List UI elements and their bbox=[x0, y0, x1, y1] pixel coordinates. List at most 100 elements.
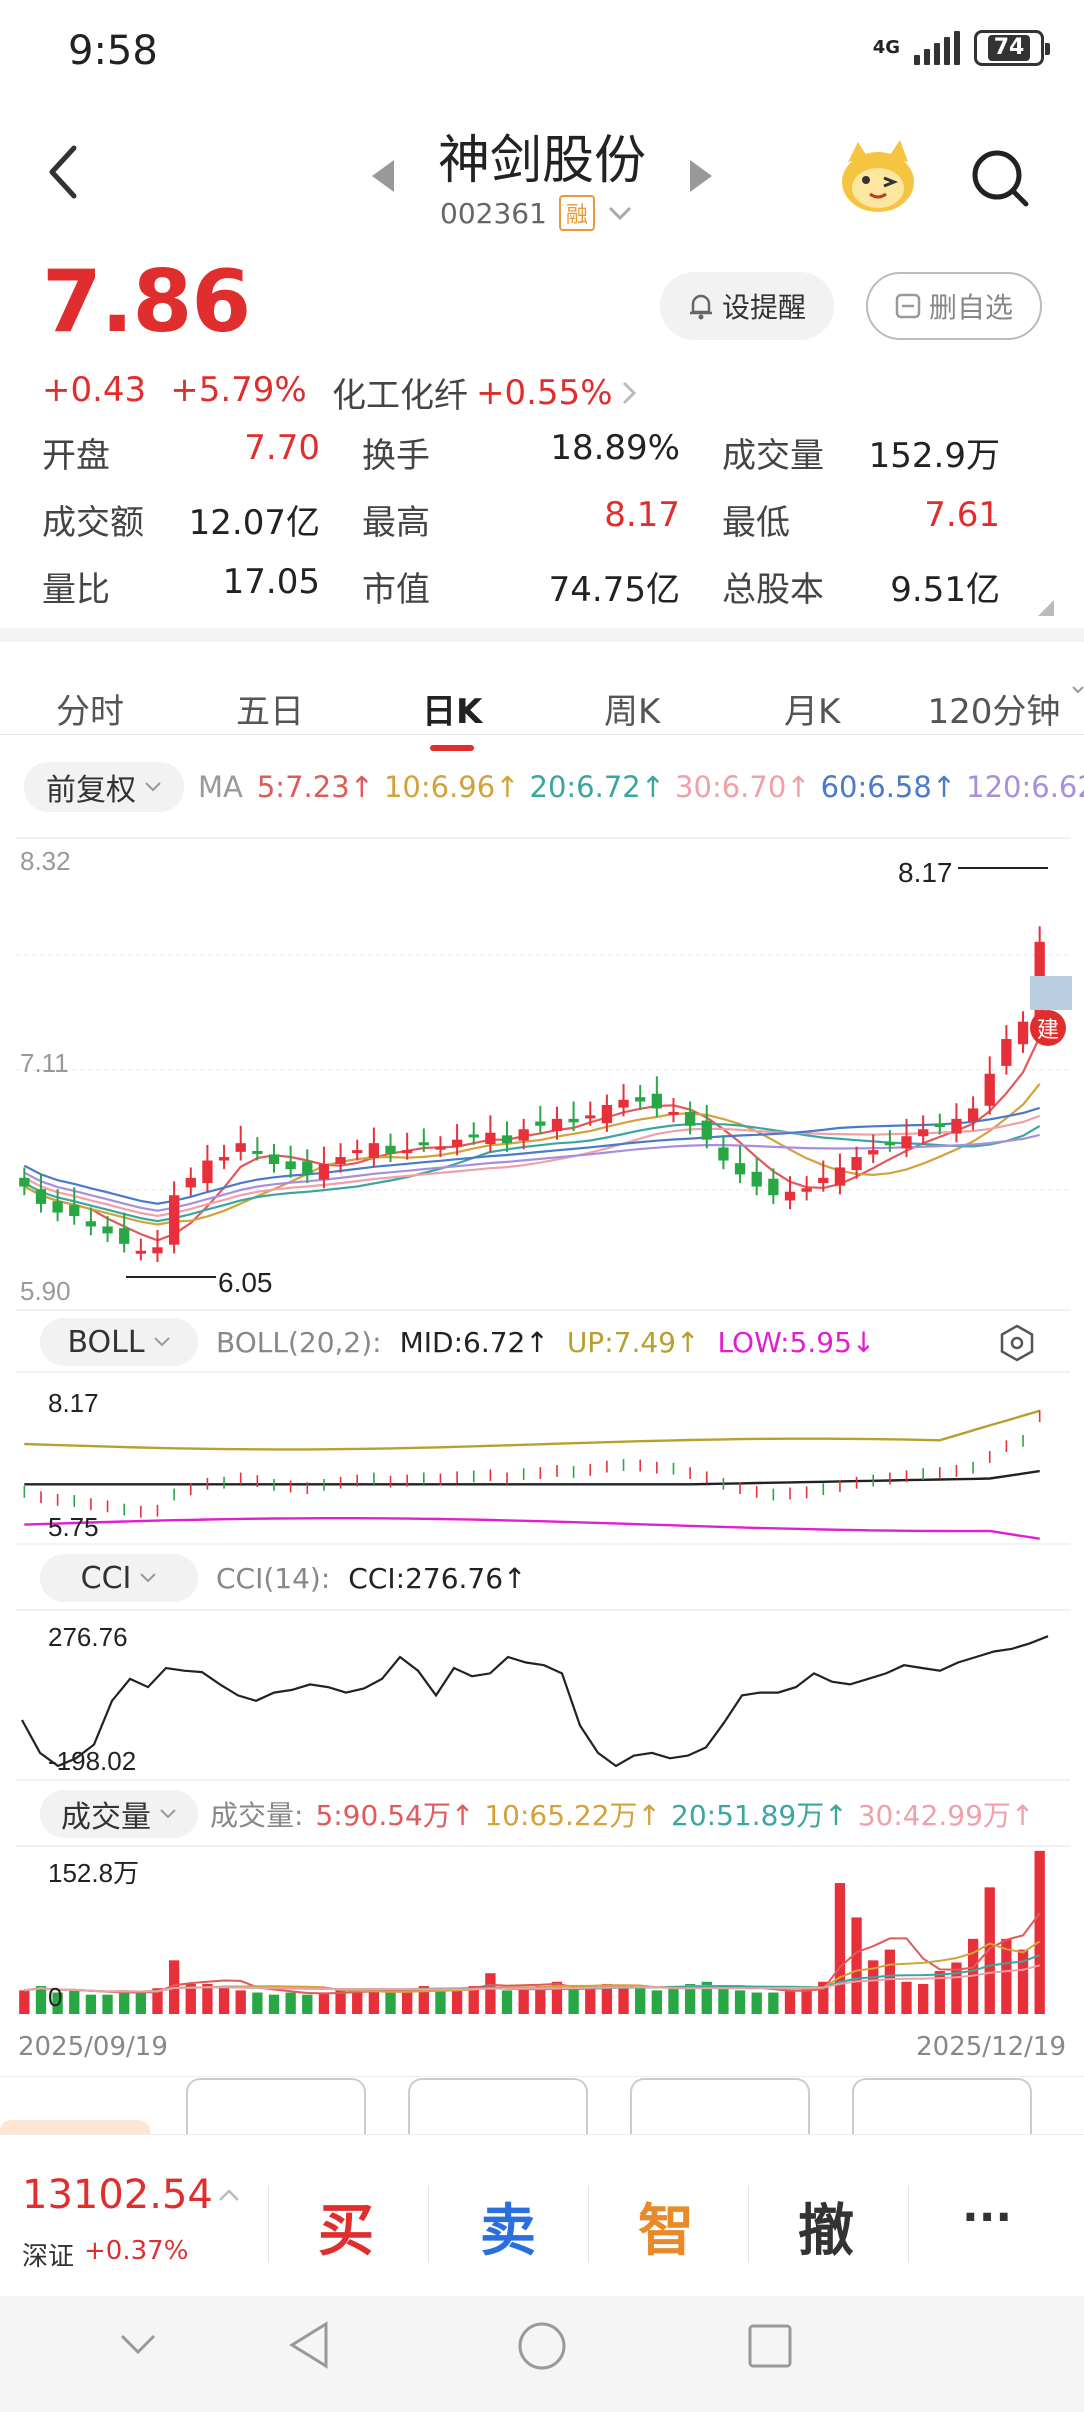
prev-stock-icon[interactable] bbox=[372, 160, 394, 192]
index-percent: +0.37% bbox=[84, 2236, 189, 2266]
bell-icon bbox=[689, 294, 712, 320]
price-axis-low: 5.90 bbox=[20, 1276, 71, 1306]
kline-chart-area[interactable]: 8.32 7.11 5.90 8.17 6.05 建 8.17 5.75 276.76 -198.… bbox=[0, 0, 1084, 2078]
minus-box-icon bbox=[895, 293, 921, 319]
strip-tab-2[interactable] bbox=[408, 2078, 588, 2136]
tab-1[interactable]: 五日 bbox=[236, 692, 304, 732]
ma-line bbox=[23, 1083, 1041, 1226]
tab-2[interactable]: 日K bbox=[422, 684, 482, 751]
volume-bar bbox=[618, 1988, 629, 2014]
divider bbox=[748, 2186, 749, 2262]
volume-bar bbox=[518, 1988, 529, 2014]
boll-selector-label: BOLL bbox=[67, 1324, 145, 1360]
volume-bar bbox=[402, 1990, 413, 2014]
nav-home-icon[interactable] bbox=[516, 2320, 568, 2372]
volume-bar bbox=[851, 1917, 862, 2014]
candle-body bbox=[984, 1073, 995, 1106]
candle-body bbox=[202, 1160, 213, 1184]
sell-button[interactable]: 卖 bbox=[480, 2199, 536, 2264]
stat-value: 74.75亿 bbox=[548, 570, 680, 610]
stat-item: 开盘 7.70 bbox=[42, 428, 362, 477]
settings-hexagon-icon[interactable] bbox=[998, 1324, 1036, 1362]
chevron-down-icon bbox=[153, 1337, 170, 1347]
ma-value: 20:6.72↑ bbox=[529, 770, 666, 804]
volume-selector[interactable]: 成交量 bbox=[40, 1790, 198, 1838]
candle-body bbox=[1001, 1039, 1012, 1066]
candle-body bbox=[818, 1177, 829, 1184]
candle-body bbox=[618, 1099, 629, 1108]
strip-tab-3[interactable] bbox=[630, 2078, 810, 2136]
cancel-order-button[interactable]: 撤 bbox=[798, 2199, 854, 2264]
ma-value: 120:6.62↑ bbox=[966, 770, 1084, 804]
more-button[interactable]: ··· bbox=[962, 2192, 1013, 2243]
smart-button[interactable]: 智 bbox=[638, 2199, 694, 2264]
tab-4[interactable]: 月K bbox=[784, 692, 841, 732]
search-icon[interactable] bbox=[970, 148, 1030, 208]
volume-bar bbox=[185, 1983, 196, 2014]
strip-tab-1[interactable] bbox=[186, 2078, 366, 2136]
buy-button[interactable]: 买 bbox=[318, 2199, 374, 2264]
nav-back-icon[interactable] bbox=[286, 2320, 332, 2370]
stock-code-row[interactable]: 002361 融 bbox=[440, 195, 633, 231]
chevron-down-icon bbox=[608, 206, 631, 221]
quote-stats-grid: 开盘 7.70 换手 18.89% 成交量 152.9万 成交额 12.07亿 最高 8.17 最低… bbox=[42, 428, 1042, 611]
next-stock-icon[interactable] bbox=[690, 160, 712, 192]
ma-line bbox=[23, 1133, 1040, 1212]
tab-5[interactable]: 120分钟 bbox=[927, 692, 1061, 732]
mascot-icon[interactable] bbox=[838, 140, 918, 216]
chevron-down-icon bbox=[160, 1809, 176, 1819]
volume-bar bbox=[951, 1962, 962, 2014]
volume-bar bbox=[585, 1986, 596, 2014]
volume-bar bbox=[801, 1988, 812, 2014]
tab-3[interactable]: 周K bbox=[604, 692, 661, 732]
volume-bar bbox=[352, 1990, 363, 2014]
candle-body bbox=[651, 1093, 662, 1109]
back-icon[interactable] bbox=[44, 142, 84, 202]
tab-0[interactable]: 分时 bbox=[56, 692, 124, 732]
boll-selector[interactable]: BOLL bbox=[40, 1318, 198, 1366]
volume-bar bbox=[768, 1992, 779, 2014]
volume-ma-value: 30:42.99万↑ bbox=[857, 1799, 1035, 1832]
cci-line bbox=[21, 1635, 1049, 1768]
chevron-right-icon bbox=[622, 381, 636, 404]
candle-body bbox=[551, 1118, 563, 1132]
tab-more-chevron-icon[interactable] bbox=[1072, 684, 1084, 696]
volume-bar bbox=[818, 1981, 829, 2014]
volume-bar bbox=[435, 1990, 446, 2014]
sector-link[interactable]: 化工化纤 +0.55% bbox=[332, 368, 637, 417]
network-label: 4G bbox=[872, 37, 900, 58]
nav-recents-icon[interactable] bbox=[746, 2322, 794, 2370]
ma-line bbox=[23, 1106, 1041, 1205]
volume-bar bbox=[535, 1986, 546, 2014]
volume-bar bbox=[868, 1960, 879, 2014]
chevron-up-icon[interactable] bbox=[218, 2188, 240, 2202]
volume-bar bbox=[302, 1994, 313, 2014]
volume-bar bbox=[934, 1971, 945, 2014]
index-value[interactable]: 13102.54 bbox=[22, 2172, 213, 2218]
set-alert-button[interactable]: 设提醒 bbox=[660, 272, 834, 340]
adjust-selector[interactable]: 前复权 bbox=[24, 762, 184, 812]
period-tabs: 分时 五日 日K 周K 月K 120分钟 bbox=[0, 660, 1084, 751]
candle-body bbox=[734, 1163, 746, 1175]
candle-body bbox=[19, 1177, 30, 1187]
system-nav-bar bbox=[0, 2296, 1084, 2412]
candle-body bbox=[35, 1189, 47, 1204]
cci-param: CCI(14): bbox=[216, 1561, 331, 1595]
stat-item: 成交额 12.07亿 bbox=[42, 495, 362, 544]
strip-tab-4[interactable] bbox=[852, 2078, 1032, 2136]
volume-bar bbox=[984, 1887, 995, 2014]
candle-body bbox=[368, 1143, 380, 1158]
candle-body bbox=[784, 1191, 796, 1201]
volume-bar bbox=[218, 1986, 230, 2014]
stat-label: 换手 bbox=[362, 436, 430, 476]
volume-bar bbox=[85, 1994, 97, 2014]
candle-body bbox=[335, 1157, 346, 1164]
remove-watchlist-button[interactable]: 删自选 bbox=[866, 272, 1042, 340]
cci-selector[interactable]: CCI bbox=[40, 1554, 198, 1602]
volume-bar bbox=[135, 1992, 146, 2014]
nav-down-icon[interactable] bbox=[118, 2332, 158, 2358]
expand-corner-icon[interactable] bbox=[1038, 600, 1054, 616]
volume-bar bbox=[918, 1983, 929, 2014]
candle-body bbox=[468, 1134, 479, 1138]
candle-body bbox=[285, 1161, 296, 1170]
